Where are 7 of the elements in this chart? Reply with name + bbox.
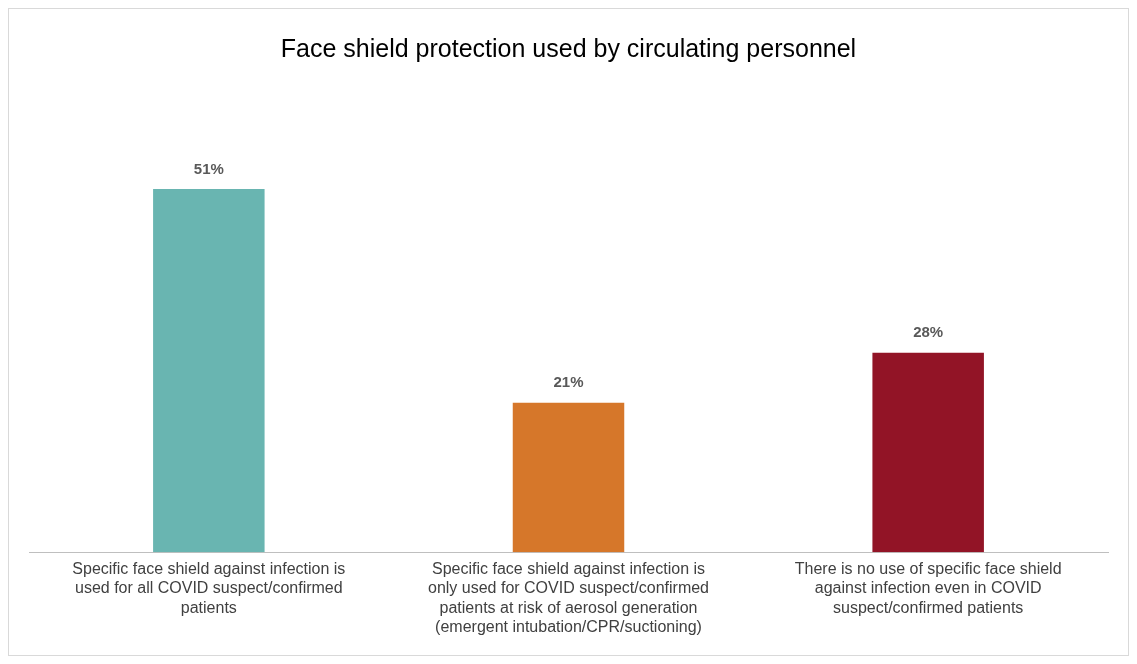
chart-title: Face shield protection used by circulating personnel [280, 33, 857, 62]
x-tick-label: There is no use of specific face shield against infection even in COVID suspect/confirmed patients [794, 560, 1062, 616]
x-tick-label: Specific face shield against infection is only used for COVID suspect/confirmed patients at risk of aerosol generation (emergent intubation/CPR/suctioning) [427, 560, 710, 635]
data-label: 51% [193, 159, 224, 177]
x-tick-label: Specific face shield against infection is used for all COVID suspect/confirmed patients [72, 560, 346, 616]
data-label: 21% [553, 373, 584, 391]
data-label: 28% [913, 323, 944, 341]
